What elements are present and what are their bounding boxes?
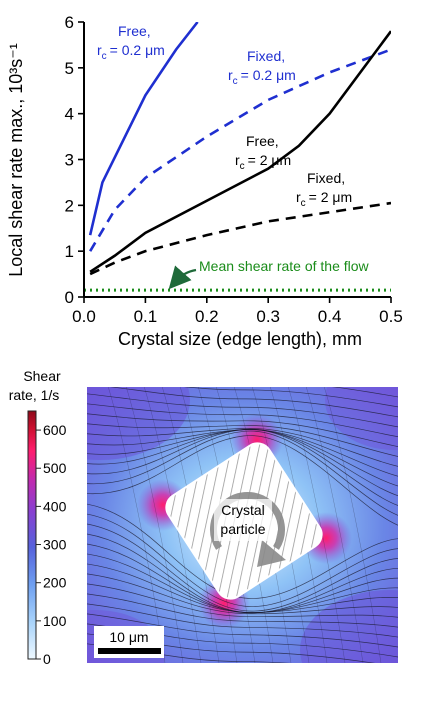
y-tick-label: 6: [65, 13, 74, 32]
streamline: [87, 423, 398, 457]
x-tick-label: 0.4: [318, 307, 342, 326]
colorbar-title-line1: Shear: [23, 368, 61, 384]
colorbar-tick-label: 200: [43, 575, 67, 591]
colorbar: [27, 410, 37, 660]
colorbar-tick-label: 600: [43, 422, 67, 438]
colorbar-tick-label: 0: [43, 651, 51, 667]
flow-field: Crystal particle 10 μm: [87, 387, 398, 663]
streamline: [87, 413, 398, 448]
colorbar-tick-label: 100: [43, 613, 67, 629]
streamline: [87, 603, 398, 638]
label-free-2-line1: Free,: [246, 133, 279, 149]
y-tick-label: 1: [65, 242, 74, 261]
streamline: [125, 387, 184, 663]
label-free-2: Free, rc = 2 μm: [235, 133, 291, 172]
colorbar-tick-label: 300: [43, 537, 67, 553]
series-line-3: [89, 201, 391, 276]
label-free-2-r: r: [235, 152, 240, 168]
streamline: [87, 403, 398, 438]
label-free-2-val: = 2 μm: [248, 152, 291, 168]
series-line-0: [88, 22, 199, 236]
streamline: [87, 573, 398, 615]
label-free-0.2-val: = 0.2 μm: [110, 42, 165, 58]
label-fixed-0.2-r: r: [228, 67, 233, 83]
label-fixed-2-line1: Fixed,: [307, 170, 345, 186]
streamline: [87, 583, 398, 618]
streamline: [287, 387, 346, 663]
label-free-2-line2: rc = 2 μm: [235, 152, 291, 172]
label-fixed-2-val: = 2 μm: [309, 189, 352, 205]
label-free-0.2-sub: c: [102, 51, 107, 62]
label-fixed-0.2: Fixed, rc = 0.2 μm: [228, 48, 296, 87]
field-tint: [87, 387, 190, 460]
colorbar-tick-label: 400: [43, 498, 67, 514]
streamline: [87, 429, 398, 506]
field-tint: [325, 387, 398, 450]
colorbar-ticks: 0 100 200 300 400 500 600: [36, 422, 67, 667]
streamline: [87, 393, 398, 428]
label-free-0.2-line1: Free,: [118, 23, 151, 39]
streamline: [87, 563, 398, 613]
y-tick-label: 4: [65, 105, 74, 124]
field-tint: [300, 590, 398, 663]
colorbar-tick-label: 500: [43, 460, 67, 476]
x-tick-label: 0.0: [72, 307, 96, 326]
particle-label-bg: [214, 499, 272, 541]
particle-label-line2: particle: [220, 521, 265, 537]
streamline: [87, 593, 398, 628]
rotation-arrow-head: [257, 540, 286, 567]
streamline: [87, 503, 398, 599]
streamline: [87, 428, 398, 467]
streamline: [323, 387, 382, 663]
streamline: [87, 523, 398, 612]
x-tick-label: 0.3: [256, 307, 280, 326]
series-line-2: [89, 30, 391, 273]
rotation-arrow: [210, 492, 285, 550]
label-fixed-0.2-line1: Fixed,: [247, 48, 285, 64]
streamline: [109, 387, 398, 418]
label-free-0.2: Free, rc = 0.2 μm: [97, 23, 165, 62]
y-tick-label: 2: [65, 196, 74, 215]
label-fixed-0.2-sub: c: [233, 76, 238, 87]
particle-label-line1: Crystal: [221, 502, 265, 518]
label-fixed-2-line2: rc = 2 μm: [296, 189, 352, 209]
x-tick-label: 0.1: [134, 307, 158, 326]
scalebar: [98, 648, 161, 654]
streamline: [87, 435, 398, 526]
scalebar-label: 10 μm: [109, 629, 148, 645]
streamline: [87, 613, 398, 648]
series-layer: [84, 22, 391, 292]
x-tick-label: 0.5: [379, 307, 403, 326]
label-fixed-2-r: r: [296, 189, 301, 205]
x-axis-label: Crystal size (edge length), mm: [118, 329, 362, 349]
tick-layer: 0.0 0.1 0.2 0.3 0.4 0.5 0 1 2 3 4 5 6: [65, 13, 403, 326]
label-fixed-0.2-val: = 0.2 μm: [241, 67, 296, 83]
label-free-0.2-r: r: [97, 42, 102, 58]
y-tick-label: 3: [65, 151, 74, 170]
streamline: [183, 387, 398, 408]
mean-arrow: [168, 265, 197, 290]
streamline: [305, 387, 364, 663]
y-tick-label: 0: [65, 288, 74, 307]
colorbar-title-line2: rate, 1/s: [9, 387, 60, 403]
label-fixed-2-sub: c: [301, 198, 306, 209]
x-tick-label: 0.2: [195, 307, 219, 326]
label-fixed-2: Fixed, rc = 2 μm: [296, 170, 352, 209]
streamline: [331, 387, 398, 398]
streamline: [87, 513, 398, 607]
y-axis-label: Local shear rate max., 10³s⁻¹: [6, 43, 26, 277]
label-free-0.2-line2: rc = 0.2 μm: [97, 42, 165, 62]
label-free-2-sub: c: [240, 161, 245, 172]
mean-shear-label: Mean shear rate of the flow: [199, 258, 370, 274]
line-chart: 0.0 0.1 0.2 0.3 0.4 0.5 0 1 2 3 4 5 6 Crystal size (…: [6, 13, 403, 349]
y-tick-label: 5: [65, 59, 74, 78]
shear-rate-map: Shear rate, 1/s 0 100 200 300 400 500 600: [9, 368, 398, 667]
label-fixed-0.2-line2: rc = 0.2 μm: [228, 67, 296, 87]
streamline: [87, 430, 398, 516]
